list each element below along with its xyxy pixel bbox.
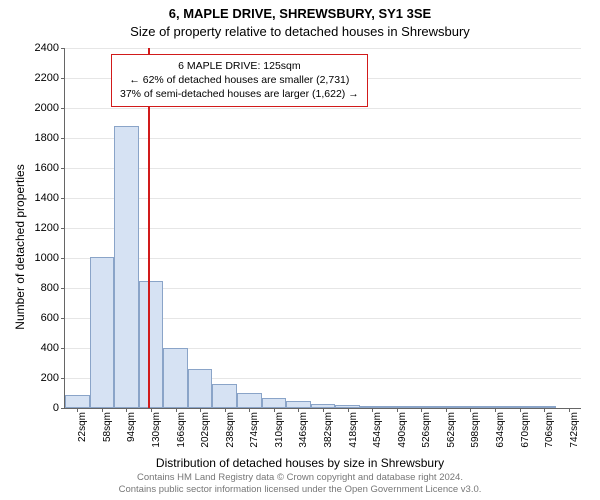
gridline	[65, 228, 581, 229]
callout-line3: 37% of semi-detached houses are larger (…	[120, 87, 359, 101]
ytick-label: 2200	[35, 72, 59, 84]
xtick-label: 454sqm	[372, 412, 383, 448]
ytick-label: 0	[53, 402, 59, 414]
xtick-label: 562sqm	[446, 412, 457, 448]
callout-line1: 6 MAPLE DRIVE: 125sqm	[120, 59, 359, 73]
ytick-mark	[61, 108, 65, 109]
ytick-label: 1200	[35, 222, 59, 234]
histogram-bar	[90, 257, 115, 409]
ytick-mark	[61, 408, 65, 409]
xtick-label: 238sqm	[225, 412, 236, 448]
xtick-label: 58sqm	[102, 412, 113, 442]
ytick-label: 600	[41, 312, 59, 324]
callout-line2: ← 62% of detached houses are smaller (2,…	[120, 73, 359, 87]
ytick-label: 1000	[35, 252, 59, 264]
histogram-bar	[163, 348, 188, 408]
xtick-label: 22sqm	[77, 412, 88, 442]
histogram-bar	[114, 126, 139, 408]
ytick-label: 200	[41, 372, 59, 384]
xtick-label: 94sqm	[126, 412, 137, 442]
xtick-label: 418sqm	[348, 412, 359, 448]
histogram-bar	[212, 384, 237, 408]
footer-line1: Contains HM Land Registry data © Crown c…	[0, 472, 600, 484]
gridline	[65, 168, 581, 169]
xtick-label: 742sqm	[569, 412, 580, 448]
ytick-mark	[61, 258, 65, 259]
histogram-bar	[139, 281, 164, 409]
ytick-label: 1800	[35, 132, 59, 144]
x-axis-label: Distribution of detached houses by size …	[0, 456, 600, 470]
title-subtitle: Size of property relative to detached ho…	[0, 24, 600, 39]
histogram-bar	[262, 398, 287, 408]
ytick-mark	[61, 228, 65, 229]
footer-line2: Contains public sector information licen…	[0, 484, 600, 496]
ytick-mark	[61, 138, 65, 139]
histogram-bar	[188, 369, 213, 408]
xtick-label: 670sqm	[520, 412, 531, 448]
xtick-label: 130sqm	[151, 412, 162, 448]
plot-area: 0200400600800100012001400160018002000220…	[64, 48, 581, 409]
histogram-bar	[237, 393, 262, 408]
gridline	[65, 258, 581, 259]
ytick-mark	[61, 78, 65, 79]
ytick-mark	[61, 198, 65, 199]
ytick-mark	[61, 48, 65, 49]
ytick-mark	[61, 348, 65, 349]
xtick-label: 166sqm	[176, 412, 187, 448]
ytick-mark	[61, 168, 65, 169]
ytick-label: 1400	[35, 192, 59, 204]
gridline	[65, 198, 581, 199]
xtick-label: 346sqm	[298, 412, 309, 448]
ytick-label: 2000	[35, 102, 59, 114]
footer-attribution: Contains HM Land Registry data © Crown c…	[0, 472, 600, 496]
gridline	[65, 108, 581, 109]
ytick-mark	[61, 318, 65, 319]
ytick-label: 800	[41, 282, 59, 294]
ytick-label: 1600	[35, 162, 59, 174]
histogram-bar	[65, 395, 90, 408]
ytick-label: 400	[41, 342, 59, 354]
ytick-label: 2400	[35, 42, 59, 54]
xtick-label: 634sqm	[495, 412, 506, 448]
xtick-label: 310sqm	[274, 412, 285, 448]
xtick-label: 490sqm	[397, 412, 408, 448]
marker-callout: 6 MAPLE DRIVE: 125sqm ← 62% of detached …	[111, 54, 368, 107]
gridline	[65, 138, 581, 139]
y-axis-label: Number of detached properties	[13, 157, 27, 337]
ytick-mark	[61, 288, 65, 289]
gridline	[65, 48, 581, 49]
chart-container: 6, MAPLE DRIVE, SHREWSBURY, SY1 3SE Size…	[0, 0, 600, 500]
xtick-label: 706sqm	[544, 412, 555, 448]
xtick-label: 202sqm	[200, 412, 211, 448]
title-address: 6, MAPLE DRIVE, SHREWSBURY, SY1 3SE	[0, 6, 600, 21]
ytick-mark	[61, 378, 65, 379]
xtick-label: 274sqm	[249, 412, 260, 448]
xtick-label: 526sqm	[421, 412, 432, 448]
histogram-bar	[286, 401, 311, 408]
xtick-label: 382sqm	[323, 412, 334, 448]
xtick-label: 598sqm	[470, 412, 481, 448]
